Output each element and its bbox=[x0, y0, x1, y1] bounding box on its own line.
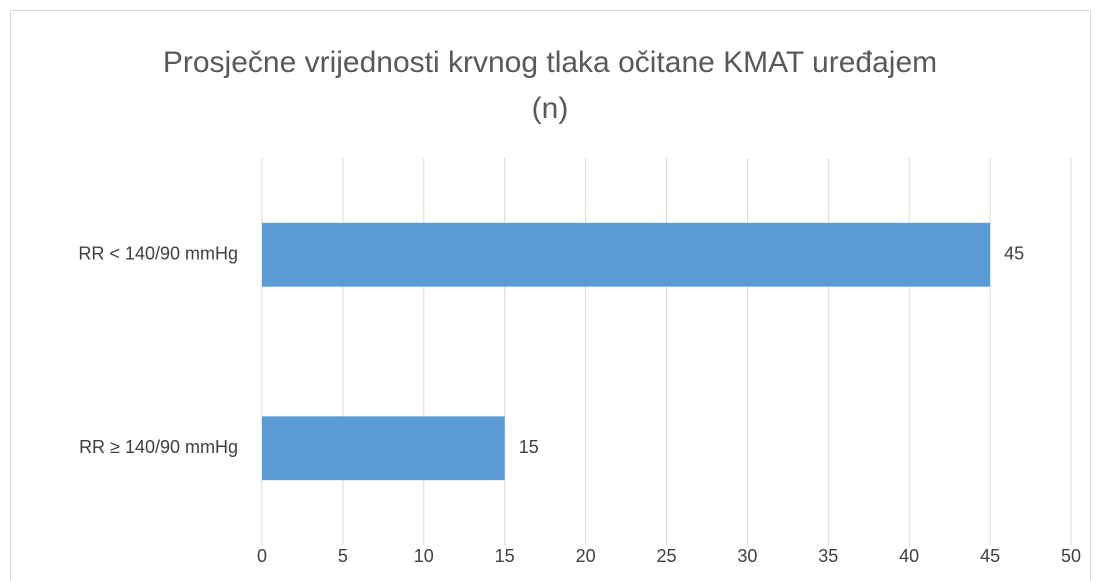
x-tick-label: 5 bbox=[338, 546, 348, 566]
data-label: 15 bbox=[519, 437, 539, 457]
x-tick-label: 45 bbox=[980, 546, 1000, 566]
x-tick-label: 10 bbox=[414, 546, 434, 566]
bar bbox=[262, 222, 991, 287]
chart-border bbox=[10, 10, 1091, 581]
x-tick-label: 15 bbox=[495, 546, 515, 566]
data-label: 45 bbox=[1004, 244, 1024, 264]
x-tick-label: 40 bbox=[899, 546, 919, 566]
bar bbox=[262, 416, 505, 481]
x-tick-label: 20 bbox=[576, 546, 596, 566]
y-tick-label: RR ≥ 140/90 mmHg bbox=[79, 437, 238, 457]
y-tick-label: RR < 140/90 mmHg bbox=[78, 244, 238, 264]
chart-title: Prosječne vrijednosti krvnog tlaka očita… bbox=[162, 46, 938, 125]
x-tick-label: 50 bbox=[1061, 546, 1081, 566]
x-tick-label: 0 bbox=[257, 546, 267, 566]
x-tick-label: 30 bbox=[737, 546, 757, 566]
x-tick-label: 25 bbox=[656, 546, 676, 566]
x-tick-label: 35 bbox=[818, 546, 838, 566]
